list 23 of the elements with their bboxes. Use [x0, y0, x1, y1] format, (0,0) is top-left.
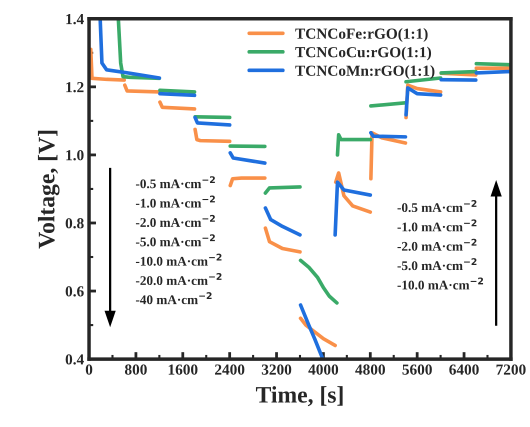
legend-label: TCNCoCu:rGO(1:1)	[295, 46, 432, 60]
x-tick-label: 4800	[355, 364, 385, 375]
y-tick-label: 0.6	[66, 286, 84, 297]
x-tick-label: 4000	[308, 364, 338, 375]
text: -0.5 mA·cm$^{−2}$ -1.0 mA·cm$^{−2}$ -2.0 mA·cm$^{−2}$ -5.0 mA·cm$^{−2}$ -10.0 mA·cm$^{−2}$ -20.0 mA·cm$^{−2}$ -40 mA·cm$^{−2}$	[136, 176, 222, 304]
x-tick-label: 7200	[496, 364, 526, 375]
y-axis-title: Voltage, [V]	[38, 130, 60, 249]
x-tick-label: 3200	[262, 364, 292, 375]
x-tick-label: 6400	[449, 364, 479, 375]
y-tick-label: 1.4	[66, 14, 84, 24]
x-tick-label: 1600	[168, 364, 198, 375]
y-tick-label: 0.8	[66, 218, 84, 228]
y-tick-label: 1.0	[66, 150, 84, 160]
y-tick-label: 1.2	[66, 82, 84, 92]
y-tick-label: 0.4	[66, 354, 84, 365]
x-tick-label: 0	[86, 364, 92, 375]
legend-label: TCNCoMn:rGO(1:1)	[295, 65, 434, 79]
x-axis-title: Time, [s]	[256, 386, 343, 406]
x-tick-label: 800	[124, 364, 147, 375]
text: -0.5 mA·cm$^{−2}$ -1.0 mA·cm$^{−2}$ -2.0 mA·cm$^{−2}$ -5.0 mA·cm$^{−2}$ -10.0 mA·cm$^{−2}$	[397, 200, 484, 290]
legend-label: TCNCoFe:rGO(1:1)	[295, 28, 428, 42]
x-tick-label: 5600	[402, 364, 432, 375]
x-tick-label: 2400	[215, 364, 244, 375]
